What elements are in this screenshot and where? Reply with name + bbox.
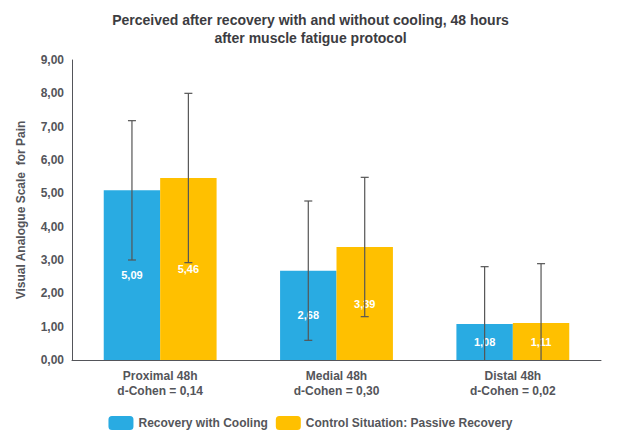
svg-text:1,11: 1,11 xyxy=(530,335,552,348)
svg-text:Distal 48h: Distal 48h xyxy=(484,369,541,383)
svg-text:Medial 48h: Medial 48h xyxy=(306,369,367,383)
svg-text:d-Cohen = 0,02: d-Cohen = 0,02 xyxy=(470,384,556,398)
svg-text:0,00: 0,00 xyxy=(41,353,65,367)
svg-text:Perceived after recovery with: Perceived after recovery with and withou… xyxy=(112,12,509,28)
svg-text:Control Situation: Passive Rec: Control Situation: Passive Recovery xyxy=(306,416,513,430)
svg-text:Proximal 48h: Proximal 48h xyxy=(123,369,198,383)
svg-text:Recovery with Cooling: Recovery with Cooling xyxy=(138,416,267,430)
svg-text:2,00: 2,00 xyxy=(41,286,65,300)
svg-text:6,00: 6,00 xyxy=(41,153,65,167)
svg-text:1,08: 1,08 xyxy=(473,336,496,348)
svg-text:9,00: 9,00 xyxy=(41,53,65,67)
svg-text:2,68: 2,68 xyxy=(297,309,319,322)
svg-text:d-Cohen = 0,14: d-Cohen = 0,14 xyxy=(117,384,203,398)
svg-text:3,00: 3,00 xyxy=(41,253,65,267)
svg-text:4,00: 4,00 xyxy=(41,220,65,234)
svg-text:7,00: 7,00 xyxy=(41,120,65,134)
svg-text:1,00: 1,00 xyxy=(41,320,65,334)
svg-text:5,09: 5,09 xyxy=(121,269,142,281)
svg-text:Visual Analogue Scale for Pai: Visual Analogue Scale for Pain xyxy=(14,121,28,300)
svg-text:d-Cohen = 0,30: d-Cohen = 0,30 xyxy=(294,384,380,398)
svg-text:after muscle fatigue protocol: after muscle fatigue protocol xyxy=(214,30,406,46)
svg-text:5,46: 5,46 xyxy=(178,263,199,275)
svg-text:3,39: 3,39 xyxy=(354,297,376,310)
svg-text:5,00: 5,00 xyxy=(41,186,65,200)
svg-text:8,00: 8,00 xyxy=(41,86,65,100)
